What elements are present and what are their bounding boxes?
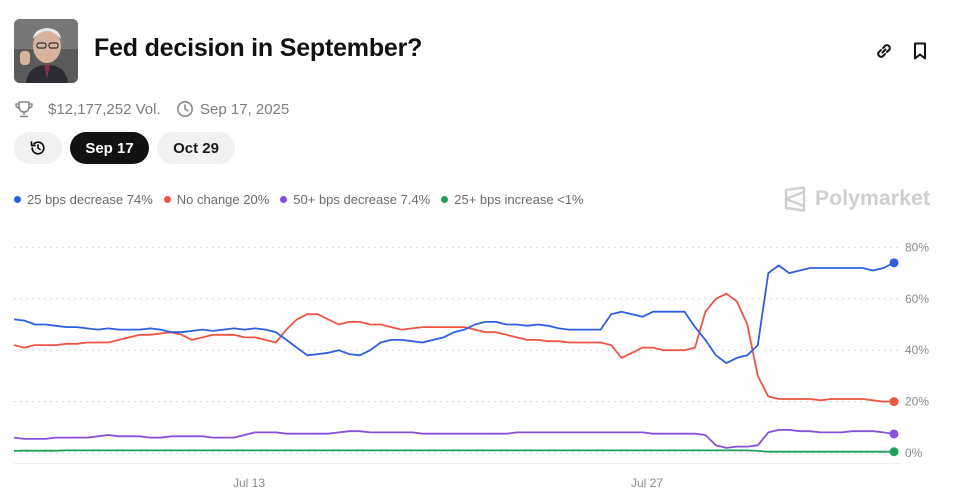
series-end-point [889, 429, 899, 439]
y-tick-label: 80% [905, 240, 929, 254]
volume-label: $12,177,252 Vol. [48, 100, 161, 118]
y-tick-label: 20% [905, 395, 929, 409]
history-button[interactable] [14, 132, 62, 164]
chart-legend: 25 bps decrease 74% No change 20% 50+ bp… [14, 192, 595, 207]
x-axis-line [14, 463, 900, 464]
y-tick-label: 0% [905, 446, 923, 460]
volume-meta: $12,177,252 Vol. [14, 99, 161, 119]
legend-item-no-change: No change 20% [163, 192, 270, 207]
bookmark-icon[interactable] [909, 40, 931, 62]
legend-label: 50+ bps decrease 7.4% [293, 192, 431, 207]
y-tick-label: 40% [905, 343, 929, 357]
series-end-point [889, 447, 899, 457]
series-line-no-change [13, 292, 894, 403]
end-date-label: Sep 17, 2025 [200, 100, 290, 118]
page-title: Fed decision in September? [94, 34, 423, 62]
polymarket-logo-icon [784, 186, 806, 212]
link-icon[interactable] [873, 40, 895, 62]
series-line-50-bps-decrease [13, 428, 895, 449]
price-history-chart: 0% 20% 40% 60% 80% Jul 13 Jul 27 [13, 240, 929, 490]
x-tick-label: Jul 27 [631, 476, 663, 490]
clock-icon [177, 101, 193, 117]
series-line-25-bps-decrease [13, 261, 895, 365]
market-avatar [14, 19, 78, 83]
date-meta: Sep 17, 2025 [176, 99, 289, 119]
history-icon [30, 141, 45, 155]
tab-oct-29[interactable]: Oct 29 [157, 132, 235, 164]
series-end-point [889, 258, 899, 268]
tab-sep-17[interactable]: Sep 17 [70, 132, 149, 164]
x-tick-label: Jul 13 [233, 476, 265, 490]
legend-item-25bps-decrease: 25 bps decrease 74% [14, 192, 153, 207]
legend-label: 25 bps decrease 74% [27, 192, 153, 207]
brand-name: Polymarket [815, 187, 931, 210]
legend-item-25bps-increase: 25+ bps increase <1% [441, 192, 584, 207]
polymarket-logo: Polymarket [783, 186, 930, 212]
series-end-point [889, 397, 899, 407]
legend-label: 25+ bps increase <1% [454, 192, 584, 207]
legend-item-50bps-decrease: 50+ bps decrease 7.4% [280, 192, 430, 207]
y-tick-label: 60% [905, 292, 929, 306]
legend-label: No change 20% [176, 192, 270, 207]
series-line-25-bps-increase [13, 449, 894, 453]
trophy-icon [15, 101, 33, 118]
